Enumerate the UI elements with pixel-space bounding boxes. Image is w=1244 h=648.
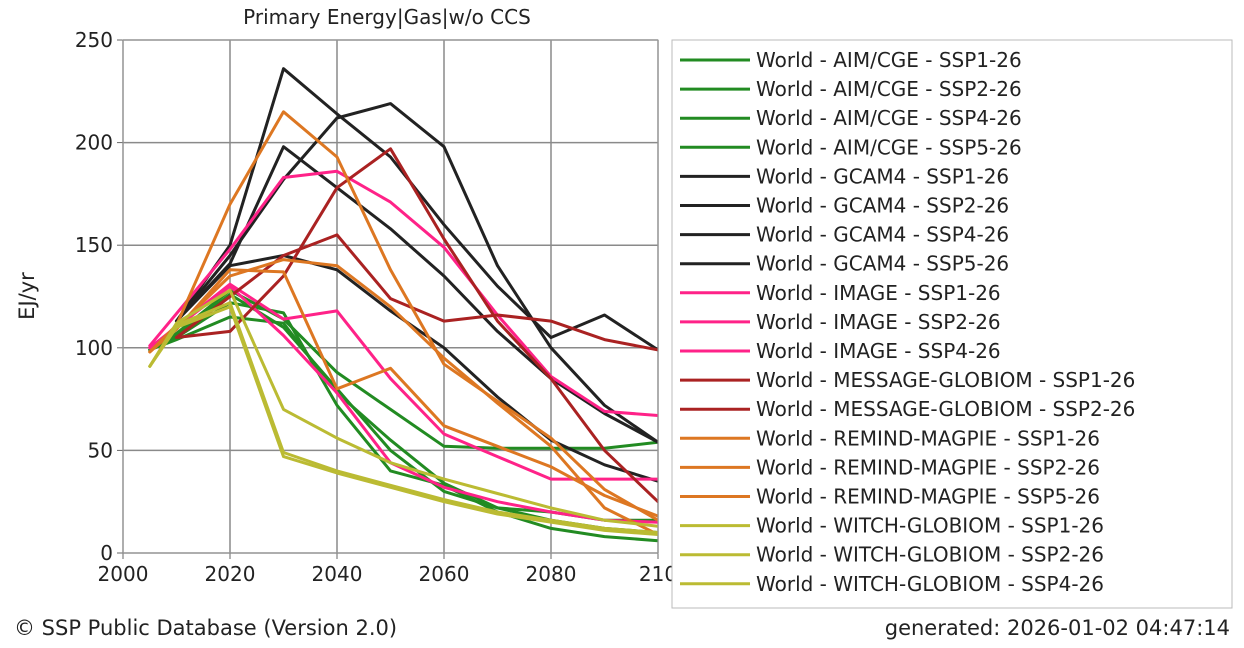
legend-entry: World - GCAM4 - SSP5-26 [756,252,1009,276]
legend-entry: World - REMIND-MAGPIE - SSP1-26 [756,426,1100,450]
x-tick-label: 2080 [526,562,577,586]
legend-box [671,39,1233,609]
legend-entry: World - REMIND-MAGPIE - SSP5-26 [756,485,1100,509]
x-tick-label: 2040 [312,562,363,586]
series-line-11 [175,147,658,504]
legend-entry: World - GCAM4 - SSP1-26 [756,164,1009,188]
y-tick-label: 100 [75,336,113,360]
y-tick-label: 0 [100,541,113,565]
legend-entry: World - GCAM4 - SSP4-26 [756,223,1009,247]
legend-entry: World - AIM/CGE - SSP1-26 [756,48,1022,72]
series-line-3 [148,315,658,534]
legend-entry: World - WITCH-GLOBIOM - SSP1-26 [756,514,1104,538]
plot-series [148,67,658,543]
legend-entry: World - WITCH-GLOBIOM - SSP4-26 [756,572,1104,596]
y-tick-label: 50 [88,438,113,462]
series-line-5 [175,145,658,444]
series-line-18 [148,305,658,536]
y-tick-label: 200 [75,131,113,155]
legend-entry: World - IMAGE - SSP4-26 [756,339,1001,363]
series-line-2 [148,288,658,450]
y-axis-label: EJ/yr [15,272,39,320]
legend-entry: World - IMAGE - SSP2-26 [756,310,1001,334]
series-line-10 [148,284,658,524]
plot-frame [122,39,659,554]
legend-entry: World - AIM/CGE - SSP5-26 [756,135,1022,159]
chart-title: Primary Energy|Gas|w/o CCS [243,5,531,29]
series-line-16 [148,288,658,528]
series-line-8 [148,169,658,417]
legend-entry: World - AIM/CGE - SSP2-26 [756,77,1022,101]
x-tick-label: 2020 [205,562,256,586]
y-tick-label: 250 [75,28,113,52]
series-line-7 [175,254,658,483]
series-line-6 [175,102,658,444]
legend-entry: World - WITCH-GLOBIOM - SSP2-26 [756,543,1104,567]
x-tick-label: 2000 [98,562,149,586]
series-line-14 [148,258,658,536]
series-line-13 [148,110,658,522]
legend-entry: World - IMAGE - SSP1-26 [756,281,1001,305]
legend: World - AIM/CGE - SSP1-26 World - AIM/CGE… [671,39,1233,609]
legend-entry: World - MESSAGE-GLOBIOM - SSP1-26 [756,368,1135,392]
legend-entry: World - AIM/CGE - SSP4-26 [756,106,1022,130]
series-line-1 [148,292,658,522]
copyright-note: © SSP Public Database (Version 2.0) [14,616,398,640]
legend-entry: World - MESSAGE-GLOBIOM - SSP2-26 [756,397,1135,421]
series-line-15 [148,268,658,518]
x-tick-label: 2060 [419,562,470,586]
series-line-17 [148,301,658,534]
series-line-12 [175,233,658,352]
legend-entry: World - REMIND-MAGPIE - SSP2-26 [756,455,1100,479]
y-tick-label: 150 [75,233,113,257]
x-tick-label: 210 [639,562,677,586]
generated-timestamp: generated: 2026-01-02 04:47:14 [884,616,1230,640]
legend-entry: World - GCAM4 - SSP2-26 [756,194,1009,218]
